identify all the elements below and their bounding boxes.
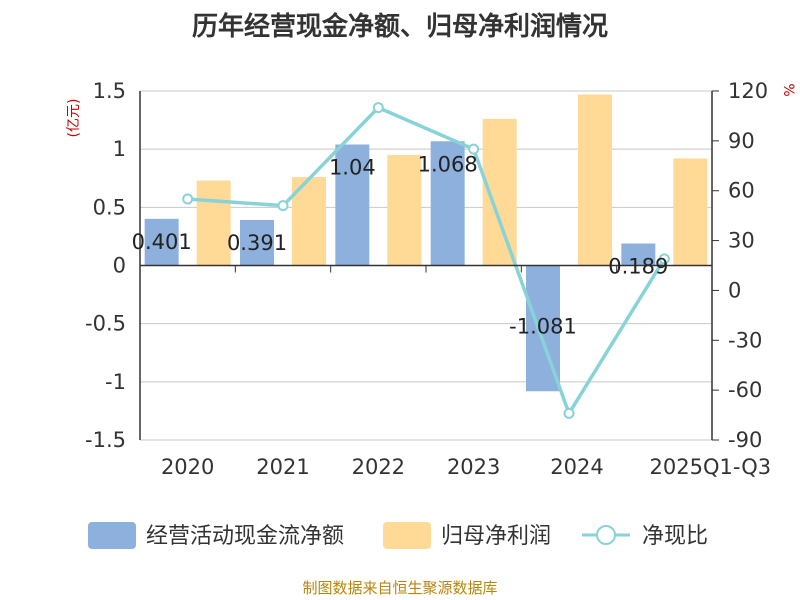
ratio-point <box>277 200 289 212</box>
data-labels: 0.401 0.391 1.04 1.068 -1.081 0.189 <box>132 152 669 338</box>
profit-bar <box>578 94 612 266</box>
x-tick-label: 2024 <box>550 455 603 479</box>
y-left-tick-label: 0 <box>113 254 126 278</box>
cashflow-bar <box>335 144 370 266</box>
cashflow-data-label: 1.04 <box>329 156 376 180</box>
cashflow-data-label: -1.081 <box>509 314 577 338</box>
y-right-tick-label: 30 <box>728 229 755 253</box>
ratio-line <box>182 102 670 419</box>
y-right-tick-label: 120 <box>728 79 768 103</box>
y-right-unit: % <box>780 83 796 96</box>
y-right-tick-label: 0 <box>728 278 741 302</box>
ratio-point <box>182 193 194 205</box>
ratio-point <box>372 102 384 114</box>
x-tick-label: 2020 <box>161 455 214 479</box>
x-tick-label: 2025Q1-Q3 <box>650 455 772 479</box>
cashflow-data-label: 0.401 <box>132 230 192 254</box>
legend-profit-label: 归母净利润 <box>441 524 551 549</box>
y-left-unit: (亿元) <box>66 99 82 138</box>
y-right-tick-label: 90 <box>728 129 755 153</box>
ratio-point <box>658 253 670 265</box>
ratio-point <box>468 143 480 155</box>
ratio-point <box>563 407 575 419</box>
bars <box>144 94 708 392</box>
legend: 经营活动现金流净额 归母净利润 净现比 <box>88 522 708 549</box>
ratio-line-path <box>187 105 666 416</box>
legend-ratio-label: 净现比 <box>642 524 708 549</box>
legend-profit-swatch <box>383 522 431 549</box>
y-left-tick-label: 1.5 <box>93 79 126 103</box>
cashflow-bar <box>430 141 465 266</box>
y-left-tick-label: 0.5 <box>93 195 126 219</box>
y-left-tick-label: -1.5 <box>85 428 126 452</box>
cashflow-data-label: 0.391 <box>227 231 287 255</box>
legend-cashflow-swatch <box>88 522 136 549</box>
cashflow-data-label: 0.189 <box>608 255 668 279</box>
chart-title: 历年经营现金净额、归母净利润情况 <box>191 12 608 42</box>
cashflow-bar <box>240 220 274 266</box>
legend-cashflow-label: 经营活动现金流净额 <box>146 524 344 549</box>
y-right-tick-label: -60 <box>728 378 762 402</box>
cashflow-bar <box>621 243 656 266</box>
cashflow-bar <box>144 218 179 266</box>
x-tick-label: 2021 <box>256 455 309 479</box>
cashflow-data-label: 1.068 <box>418 152 478 176</box>
y-left-tick-label: -1 <box>105 370 126 394</box>
profit-bar <box>387 154 422 266</box>
x-tick-label: 2022 <box>352 455 405 479</box>
x-tick-label: 2023 <box>447 455 500 479</box>
y-left-tick-label: 1 <box>113 137 126 161</box>
y-right-tick-label: -30 <box>728 328 762 352</box>
y-right-tick-label: -90 <box>728 428 762 452</box>
legend-ratio-marker <box>596 525 616 545</box>
profit-bar <box>196 180 231 266</box>
source-note: 制图数据来自恒生聚源数据库 <box>302 579 498 597</box>
axes: 1.5 1 0.5 0 -0.5 -1 -1.5 120 90 60 30 0 -30 -60 -90 (亿元… <box>66 79 796 479</box>
y-left-tick-label: -0.5 <box>85 312 126 336</box>
y-right-tick-label: 60 <box>728 179 755 203</box>
profit-bar <box>673 158 708 266</box>
